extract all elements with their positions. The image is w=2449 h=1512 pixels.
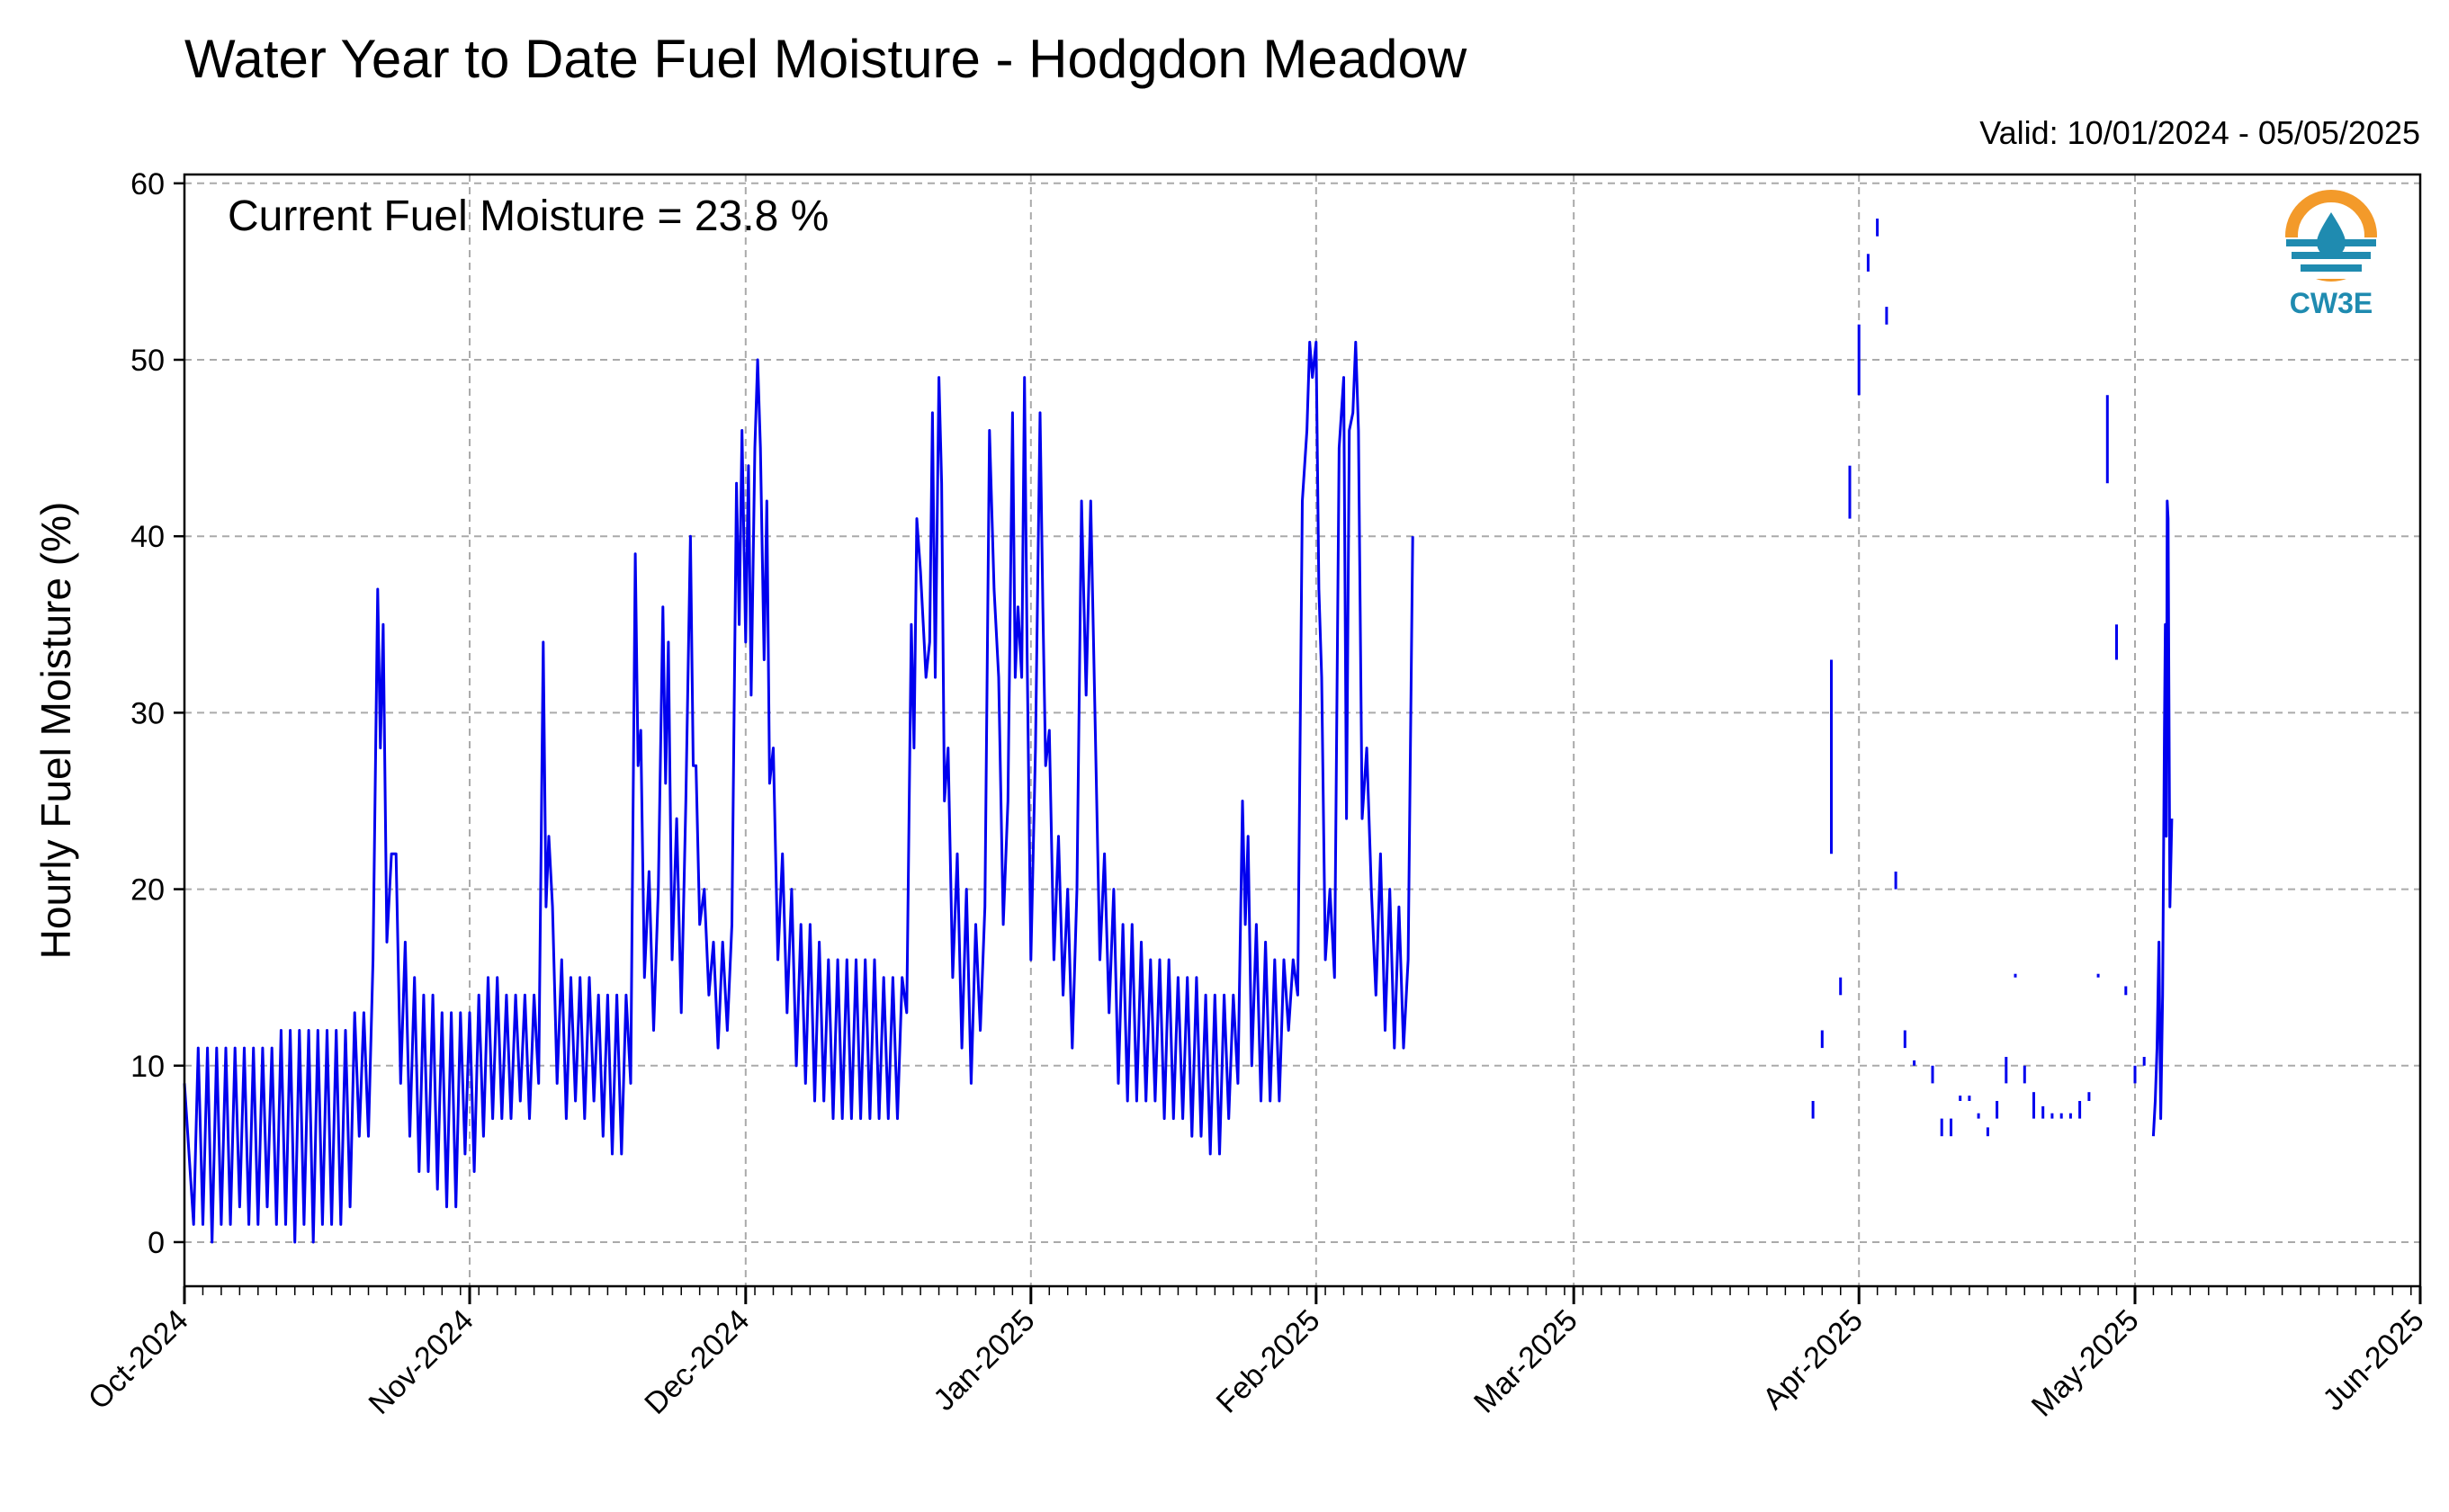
y-tick-label: 10	[130, 1050, 165, 1084]
valid-range-label: Valid: 10/01/2024 - 05/05/2025	[1979, 114, 2420, 151]
chart-title: Water Year to Date Fuel Moisture - Hodgd…	[184, 29, 1467, 89]
fuel-moisture-line	[183, 340, 1414, 1244]
current-fuel-moisture-annotation: Current Fuel Moisture = 23.8 %	[228, 192, 829, 240]
x-tick-label: Jun-2025	[2317, 1303, 2431, 1418]
y-axis-label: Hourly Fuel Moisture (%)	[32, 502, 79, 960]
x-tick-label: Feb-2025	[1210, 1303, 1327, 1420]
x-tick-label: Oct-2024	[82, 1303, 195, 1417]
data-series	[183, 219, 2174, 1244]
x-tick-label: Nov-2024	[363, 1303, 480, 1421]
x-tick-label: Dec-2024	[638, 1303, 756, 1421]
y-tick-label: 40	[130, 520, 165, 554]
cw3e-logo: CW3E	[2283, 190, 2380, 319]
x-tick-label: Mar-2025	[1467, 1303, 1584, 1420]
logo-text: CW3E	[2290, 287, 2373, 319]
x-tick-label: Apr-2025	[1756, 1303, 1870, 1417]
y-tick-label: 20	[130, 873, 165, 908]
x-tick-label: May-2025	[2025, 1303, 2146, 1424]
y-tick-label: 30	[130, 696, 165, 730]
axis-ticks: 0 10 20 30 40 50 60 Oct-2024 Nov-2024 Dec-2024 Jan…	[82, 167, 2431, 1424]
y-tick-label: 50	[130, 344, 165, 378]
y-tick-label: 0	[148, 1226, 165, 1260]
y-tick-label: 60	[130, 167, 165, 201]
plot-frame	[183, 173, 2422, 1288]
fuel-moisture-line	[2151, 499, 2174, 1137]
x-tick-label: Jan-2025	[927, 1303, 1041, 1418]
water-drop-icon	[2317, 212, 2346, 257]
grid-lines	[184, 174, 2420, 1286]
